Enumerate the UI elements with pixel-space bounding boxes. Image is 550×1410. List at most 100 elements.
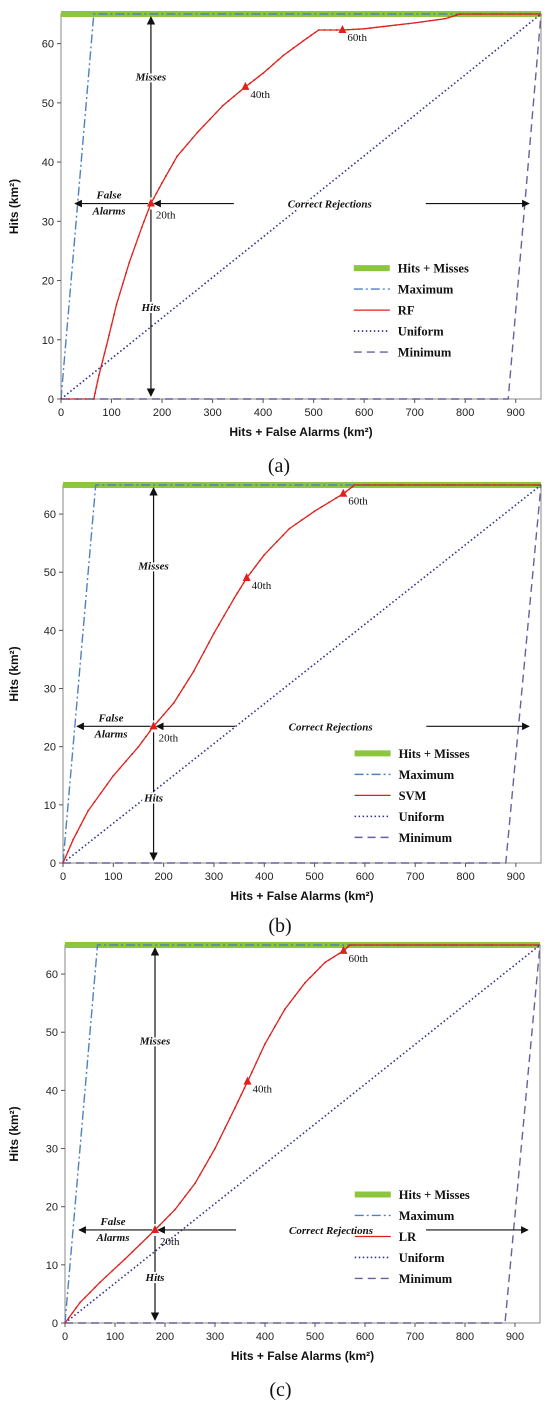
- model-point-marker: [317, 29, 320, 31]
- model-point-marker: [192, 670, 195, 672]
- model-point-marker: [282, 534, 285, 537]
- model-point-marker: [267, 67, 270, 70]
- model-point-marker: [413, 21, 416, 24]
- series-minimum: [63, 484, 542, 864]
- false-alarms-label-line2: Alarms: [91, 206, 125, 218]
- model-point-marker: [320, 505, 323, 508]
- model-point-marker: [187, 678, 190, 680]
- model-point-marker: [67, 1317, 70, 1319]
- model-point-marker: [62, 862, 64, 864]
- model-point-marker: [275, 540, 278, 543]
- model-point-marker: [128, 261, 131, 264]
- model-point-marker: [302, 39, 305, 42]
- model-point-marker: [199, 1173, 201, 1176]
- model-point-marker: [106, 783, 108, 786]
- model-point-marker: [357, 28, 360, 31]
- model-point-marker: [353, 484, 356, 486]
- model-point-marker: [95, 386, 98, 389]
- series-minimum: [65, 944, 541, 1324]
- model-point-marker: [112, 774, 115, 777]
- model-point-marker: [176, 155, 179, 158]
- model-point-marker: [233, 95, 235, 98]
- y-tick-label: 10: [46, 1260, 58, 1272]
- model-point-marker: [279, 1016, 281, 1019]
- model-point-marker: [189, 1189, 191, 1191]
- x-tick-label: 0: [60, 871, 66, 883]
- y-tick-label: 50: [44, 567, 56, 579]
- x-tick-label: 800: [456, 1331, 474, 1343]
- plot-frame: [64, 944, 541, 1324]
- model-point-marker: [177, 694, 180, 696]
- percentile-marker: [241, 81, 250, 90]
- model-point-marker: [194, 1182, 196, 1185]
- series-uniform: [60, 13, 542, 400]
- series-uniform: [62, 484, 542, 864]
- model-point-marker: [89, 1291, 91, 1294]
- model-point-marker: [145, 214, 148, 217]
- model-point-marker: [143, 220, 146, 223]
- model-point-marker: [215, 111, 218, 114]
- model-point-marker: [444, 944, 446, 946]
- model-point-marker: [436, 18, 439, 21]
- model-point-marker: [60, 398, 62, 400]
- model-point-marker: [169, 1213, 171, 1216]
- percentile-marker: [338, 24, 347, 33]
- model-point-marker: [284, 1008, 286, 1010]
- false-alarms-label-line2: Alarms: [93, 728, 127, 740]
- model-point-marker: [254, 565, 257, 568]
- model-point-marker: [264, 1042, 266, 1045]
- model-point-marker: [394, 24, 397, 27]
- model-point-marker: [239, 587, 242, 590]
- percentile-marker: [146, 198, 155, 207]
- model-point-marker: [196, 131, 199, 134]
- false-alarms-label-line2: Alarms: [95, 1232, 129, 1244]
- model-point-marker: [99, 792, 102, 795]
- model-point-marker: [292, 47, 295, 49]
- hits-label: Hits: [140, 302, 160, 314]
- model-point-marker: [421, 20, 424, 23]
- model-point-marker: [64, 1322, 66, 1324]
- model-point-marker: [304, 981, 306, 984]
- model-point-marker: [92, 398, 95, 400]
- x-tick-label: 700: [406, 1331, 424, 1343]
- model-point-marker: [407, 22, 410, 25]
- model-point-marker: [71, 1311, 74, 1314]
- model-point-marker: [328, 958, 331, 961]
- model-point-marker: [237, 1100, 240, 1103]
- x-tick-label: 0: [58, 407, 64, 419]
- model-point-marker: [479, 13, 482, 15]
- percentile-label: 60th: [348, 496, 368, 508]
- model-point-marker: [382, 25, 385, 28]
- model-point-marker: [337, 952, 340, 955]
- model-point-marker: [294, 523, 297, 526]
- model-point-marker: [219, 1137, 221, 1140]
- legend-item: Maximum: [399, 1209, 455, 1223]
- model-point-marker: [134, 244, 137, 246]
- model-point-marker: [197, 660, 200, 663]
- model-point-marker: [299, 988, 301, 991]
- false-alarms-label-line1: False: [95, 190, 121, 202]
- model-point-marker: [349, 944, 351, 946]
- model-point-marker: [191, 137, 194, 140]
- model-point-marker: [335, 497, 337, 499]
- y-tick-label: 0: [48, 394, 54, 406]
- y-tick-label: 10: [42, 335, 54, 347]
- model-point-marker: [335, 29, 338, 31]
- x-tick-label: 600: [356, 871, 374, 883]
- hits-label: Hits: [143, 793, 163, 805]
- model-point-marker: [428, 19, 431, 22]
- model-point-marker: [253, 79, 256, 81]
- model-point-marker: [158, 187, 161, 189]
- model-point-marker: [159, 1223, 161, 1226]
- model-point-marker: [208, 641, 210, 644]
- model-point-marker: [243, 1087, 246, 1090]
- x-tick-label: 100: [102, 407, 120, 419]
- model-point-marker: [229, 1117, 231, 1119]
- model-point-marker: [499, 13, 502, 15]
- x-axis-title: Hits + False Alarms (km²): [230, 889, 373, 903]
- model-point-marker: [269, 1034, 271, 1037]
- x-tick-label: 300: [203, 407, 221, 419]
- percentile-marker: [339, 945, 348, 954]
